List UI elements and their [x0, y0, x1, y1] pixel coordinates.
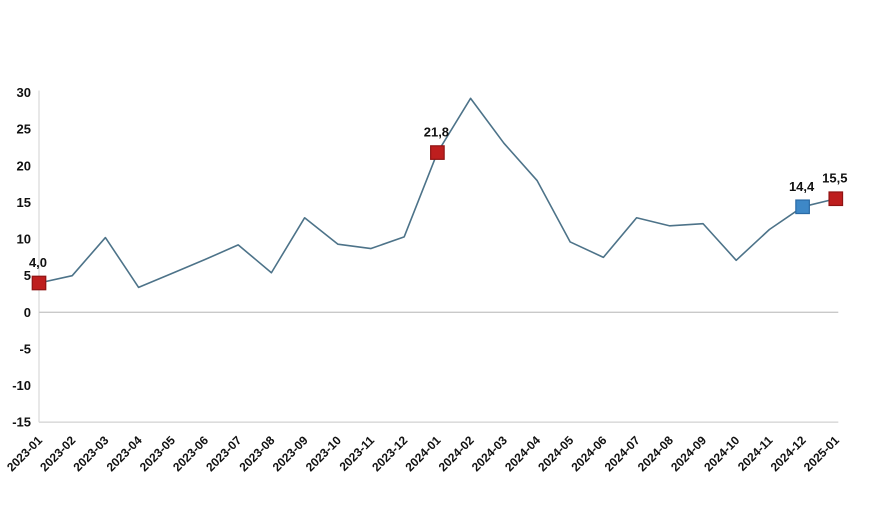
data-point-label: 15,5 [822, 171, 847, 186]
y-tick-label: -15 [12, 415, 31, 430]
y-tick-label: 20 [17, 158, 31, 173]
x-tick-label: 2023-12 [369, 433, 410, 474]
x-tick-label: 2023-04 [104, 433, 145, 474]
x-tick-label: 2023-06 [170, 433, 211, 474]
data-point-marker [795, 199, 810, 215]
x-tick-label: 2023-08 [236, 433, 277, 474]
x-tick-label: 2024-03 [469, 433, 510, 474]
data-point-marker [430, 145, 445, 160]
y-tick-label: 15 [17, 195, 31, 210]
x-tick-label: 2025-01 [801, 433, 842, 474]
data-point-label: 14,4 [789, 179, 815, 194]
x-tick-label: 2023-01 [4, 433, 45, 474]
y-axis-labels: 30 25 20 15 10 5 0 -5 -10 -15 [12, 85, 31, 430]
x-tick-label: 2024-04 [502, 433, 543, 474]
y-tick-label: 0 [24, 305, 31, 320]
x-tick-label: 2023-05 [137, 433, 178, 474]
x-tick-label: 2024-06 [568, 433, 609, 474]
x-tick-label: 2024-10 [701, 433, 742, 474]
x-tick-label: 2024-07 [602, 433, 643, 474]
y-tick-label: 5 [24, 268, 31, 283]
x-tick-label: 2023-09 [270, 433, 311, 474]
x-tick-label: 2023-07 [203, 433, 244, 474]
y-tick-label: 25 [17, 122, 31, 137]
y-tick-label: 10 [17, 232, 31, 247]
x-tick-label: 2024-08 [635, 433, 676, 474]
x-tick-label: 2024-02 [436, 433, 477, 474]
x-tick-label: 2024-01 [402, 433, 443, 474]
x-tick-label: 2024-05 [535, 433, 576, 474]
data-point-label: 21,8 [424, 125, 449, 140]
x-tick-label: 2023-10 [303, 433, 344, 474]
x-tick-label: 2024-09 [668, 433, 709, 474]
y-tick-label: -10 [12, 378, 31, 393]
highlighted-points: 4,0 21,8 14,4 15,5 [29, 125, 847, 291]
data-point-marker [31, 275, 47, 291]
y-tick-label: -5 [19, 341, 31, 356]
y-tick-label: 30 [17, 85, 31, 100]
x-tick-label: 2023-02 [37, 433, 78, 474]
data-point-label: 4,0 [29, 255, 47, 270]
x-axis-labels: 2023-012023-022023-032023-042023-052023-… [4, 433, 842, 474]
data-point-marker [828, 191, 844, 207]
x-tick-label: 2023-03 [70, 433, 111, 474]
axes [38, 90, 839, 424]
x-tick-label: 2024-12 [768, 433, 809, 474]
